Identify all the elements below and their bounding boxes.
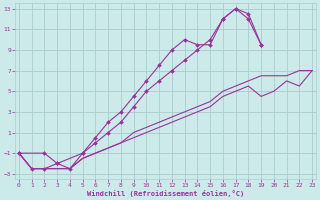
X-axis label: Windchill (Refroidissement éolien,°C): Windchill (Refroidissement éolien,°C) bbox=[87, 190, 244, 197]
